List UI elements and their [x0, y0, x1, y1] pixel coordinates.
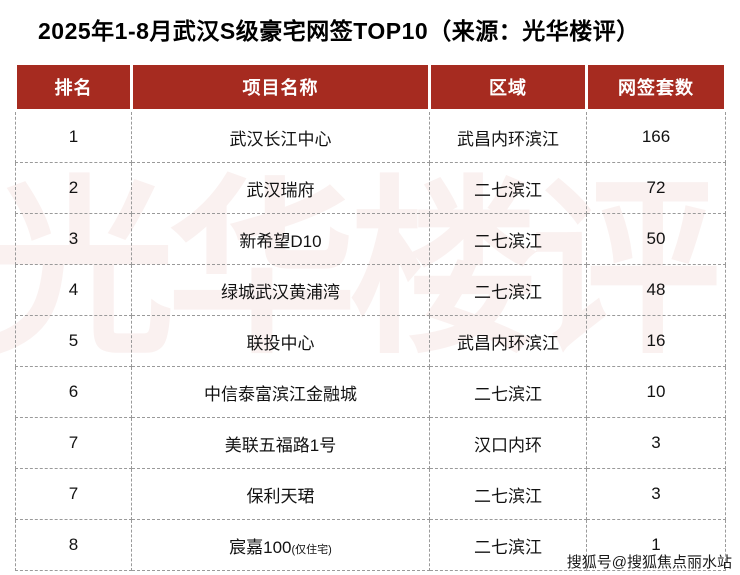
project-name-cell: 武汉瑞府	[131, 162, 430, 214]
area-cell: 二七滨江	[429, 468, 587, 520]
area-cell: 武昌内环滨江	[429, 110, 587, 163]
table-row: 2 武汉瑞府 二七滨江 72	[15, 162, 726, 214]
column-header: 项目名称	[130, 62, 431, 112]
project-name-cell: 联投中心	[131, 315, 430, 367]
count-cell: 3	[586, 417, 726, 469]
area-cell: 汉口内环	[429, 417, 587, 469]
project-name-cell: 中信泰富滨江金融城	[131, 366, 430, 418]
rank-cell: 7	[15, 468, 132, 520]
count-cell: 72	[586, 162, 726, 214]
project-name-cell: 绿城武汉黄浦湾	[131, 264, 430, 316]
table-row: 3 新希望D10 二七滨江 50	[15, 213, 726, 265]
project-name-cell: 武汉长江中心	[131, 110, 430, 163]
count-cell: 1	[586, 519, 726, 571]
count-cell: 16	[586, 315, 726, 367]
rank-cell: 3	[15, 213, 132, 265]
table-row: 8 宸嘉100(仅住宅) 二七滨江 1	[15, 519, 726, 571]
table-row: 6 中信泰富滨江金融城 二七滨江 10	[15, 366, 726, 418]
count-cell: 166	[586, 110, 726, 163]
table-row: 4 绿城武汉黄浦湾 二七滨江 48	[15, 264, 726, 316]
project-name-cell: 新希望D10	[131, 213, 430, 265]
rank-cell: 7	[15, 417, 132, 469]
area-cell: 二七滨江	[429, 213, 587, 265]
table-row: 7 保利天珺 二七滨江 3	[15, 468, 726, 520]
rank-cell: 1	[15, 110, 132, 163]
area-cell: 二七滨江	[429, 162, 587, 214]
table-row: 1 武汉长江中心 武昌内环滨江 166	[15, 110, 726, 163]
project-name-cell: 保利天珺	[131, 468, 430, 520]
table-header-row: 排名 项目名称 区域 网签套数	[14, 62, 727, 112]
rank-cell: 6	[15, 366, 132, 418]
count-cell: 48	[586, 264, 726, 316]
count-cell: 50	[586, 213, 726, 265]
project-name-note: (仅住宅)	[291, 543, 332, 556]
rank-cell: 2	[15, 162, 132, 214]
table-body: 1 武汉长江中心 武昌内环滨江 166 2 武汉瑞府 二七滨江 72 3 新希望D10 二七滨江 50…	[15, 110, 726, 571]
count-cell: 10	[586, 366, 726, 418]
ranking-table: 排名 项目名称 区域 网签套数 1 武汉长江中心 武昌内环滨江 166 2 武汉瑞府 二七滨江 72…	[14, 62, 727, 571]
area-cell: 二七滨江	[429, 264, 587, 316]
rank-cell: 5	[15, 315, 132, 367]
page-title: 2025年1-8月武汉S级豪宅网签TOP10（来源：光华楼评）	[38, 18, 640, 44]
table-row: 5 联投中心 武昌内环滨江 16	[15, 315, 726, 367]
count-cell: 3	[586, 468, 726, 520]
project-name-cell: 美联五福路1号	[131, 417, 430, 469]
area-cell: 武昌内环滨江	[429, 315, 587, 367]
column-header: 区域	[428, 62, 588, 112]
column-header: 网签套数	[585, 62, 727, 112]
area-cell: 二七滨江	[429, 519, 587, 571]
column-header: 排名	[14, 62, 133, 112]
rank-cell: 8	[15, 519, 132, 571]
project-name-cell: 宸嘉100(仅住宅)	[131, 519, 430, 571]
area-cell: 二七滨江	[429, 366, 587, 418]
table-row: 7 美联五福路1号 汉口内环 3	[15, 417, 726, 469]
source-watermark: 搜狐号@搜狐焦点丽水站	[566, 554, 732, 571]
rank-cell: 4	[15, 264, 132, 316]
